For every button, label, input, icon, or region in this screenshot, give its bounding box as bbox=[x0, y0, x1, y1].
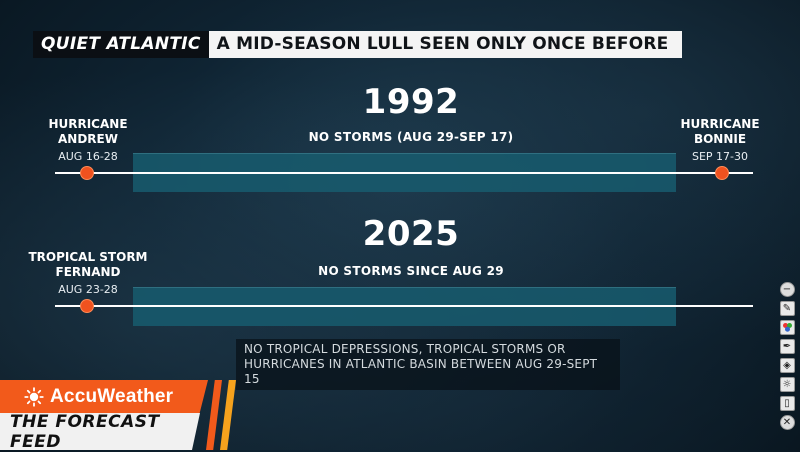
storm-marker-fernand bbox=[80, 299, 94, 313]
storm-name-line1: HURRICANE bbox=[680, 117, 760, 131]
storm-name-line2: ANDREW bbox=[58, 132, 118, 146]
fill-icon[interactable]: ◈ bbox=[779, 358, 795, 373]
show-title-bar: THE FORECAST FEED bbox=[0, 413, 200, 450]
timeline-axis-1992 bbox=[55, 172, 753, 174]
caption-2025: NO STORMS SINCE AUG 29 bbox=[318, 264, 504, 278]
highlighter-icon[interactable]: ✒ bbox=[779, 339, 795, 354]
brightness-icon[interactable]: ☼ bbox=[779, 377, 795, 392]
show-title: THE FORECAST FEED bbox=[10, 411, 160, 452]
brand-bar: AccuWeather bbox=[0, 380, 208, 413]
storm-name-line2: BONNIE bbox=[693, 132, 747, 146]
storm-label-andrew: HURRICANE ANDREW bbox=[18, 117, 158, 147]
logo-stripe-amber bbox=[220, 380, 236, 450]
sun-logo-icon bbox=[24, 386, 44, 407]
headline-banner: QUIET ATLANTIC A MID-SEASON LULL SEEN ON… bbox=[33, 31, 683, 58]
storm-name-line2: FERNAND bbox=[55, 265, 121, 279]
close-icon[interactable]: ✕ bbox=[779, 415, 795, 430]
banner-title: A MID-SEASON LULL SEEN ONLY ONCE BEFORE bbox=[208, 31, 683, 58]
storm-marker-bonnie bbox=[715, 166, 729, 180]
banner-tag: QUIET ATLANTIC bbox=[33, 31, 209, 58]
show-logo: AccuWeather THE FORECAST FEED bbox=[0, 375, 240, 450]
storm-dates-bonnie: SEP 17-30 bbox=[691, 150, 749, 163]
minus-icon[interactable]: − bbox=[779, 282, 795, 297]
storm-dates-andrew: AUG 16-28 bbox=[58, 150, 118, 163]
storm-name-line1: TROPICAL STORM bbox=[28, 250, 148, 264]
storm-marker-andrew bbox=[80, 166, 94, 180]
storm-dates-fernand: AUG 23-28 bbox=[58, 283, 118, 296]
timeline-axis-2025 bbox=[55, 305, 753, 307]
storm-label-fernand: TROPICAL STORM FERNAND bbox=[18, 250, 158, 280]
annotation-toolbar: − ✎ ✒ ◈ ☼ ▯ ✕ bbox=[776, 282, 798, 448]
eraser-icon[interactable]: ▯ bbox=[779, 396, 795, 411]
footnote-line1: NO TROPICAL DEPRESSIONS, TROPICAL STORMS… bbox=[244, 342, 566, 356]
year-1992-label: 1992 bbox=[362, 82, 460, 122]
storm-name-line1: HURRICANE bbox=[48, 117, 128, 131]
pen-icon[interactable]: ✎ bbox=[779, 301, 795, 316]
storm-label-bonnie: HURRICANE BONNIE bbox=[650, 117, 790, 147]
caption-1992: NO STORMS (AUG 29-SEP 17) bbox=[308, 130, 514, 144]
color-palette-icon[interactable] bbox=[779, 320, 795, 335]
footnote-line2: HURRICANES IN ATLANTIC BASIN BETWEEN AUG… bbox=[244, 357, 598, 386]
year-2025-label: 2025 bbox=[362, 214, 460, 254]
brand-name: AccuWeather bbox=[50, 385, 174, 407]
footnote-box: NO TROPICAL DEPRESSIONS, TROPICAL STORMS… bbox=[236, 339, 620, 390]
logo-stripe-orange bbox=[206, 380, 222, 450]
